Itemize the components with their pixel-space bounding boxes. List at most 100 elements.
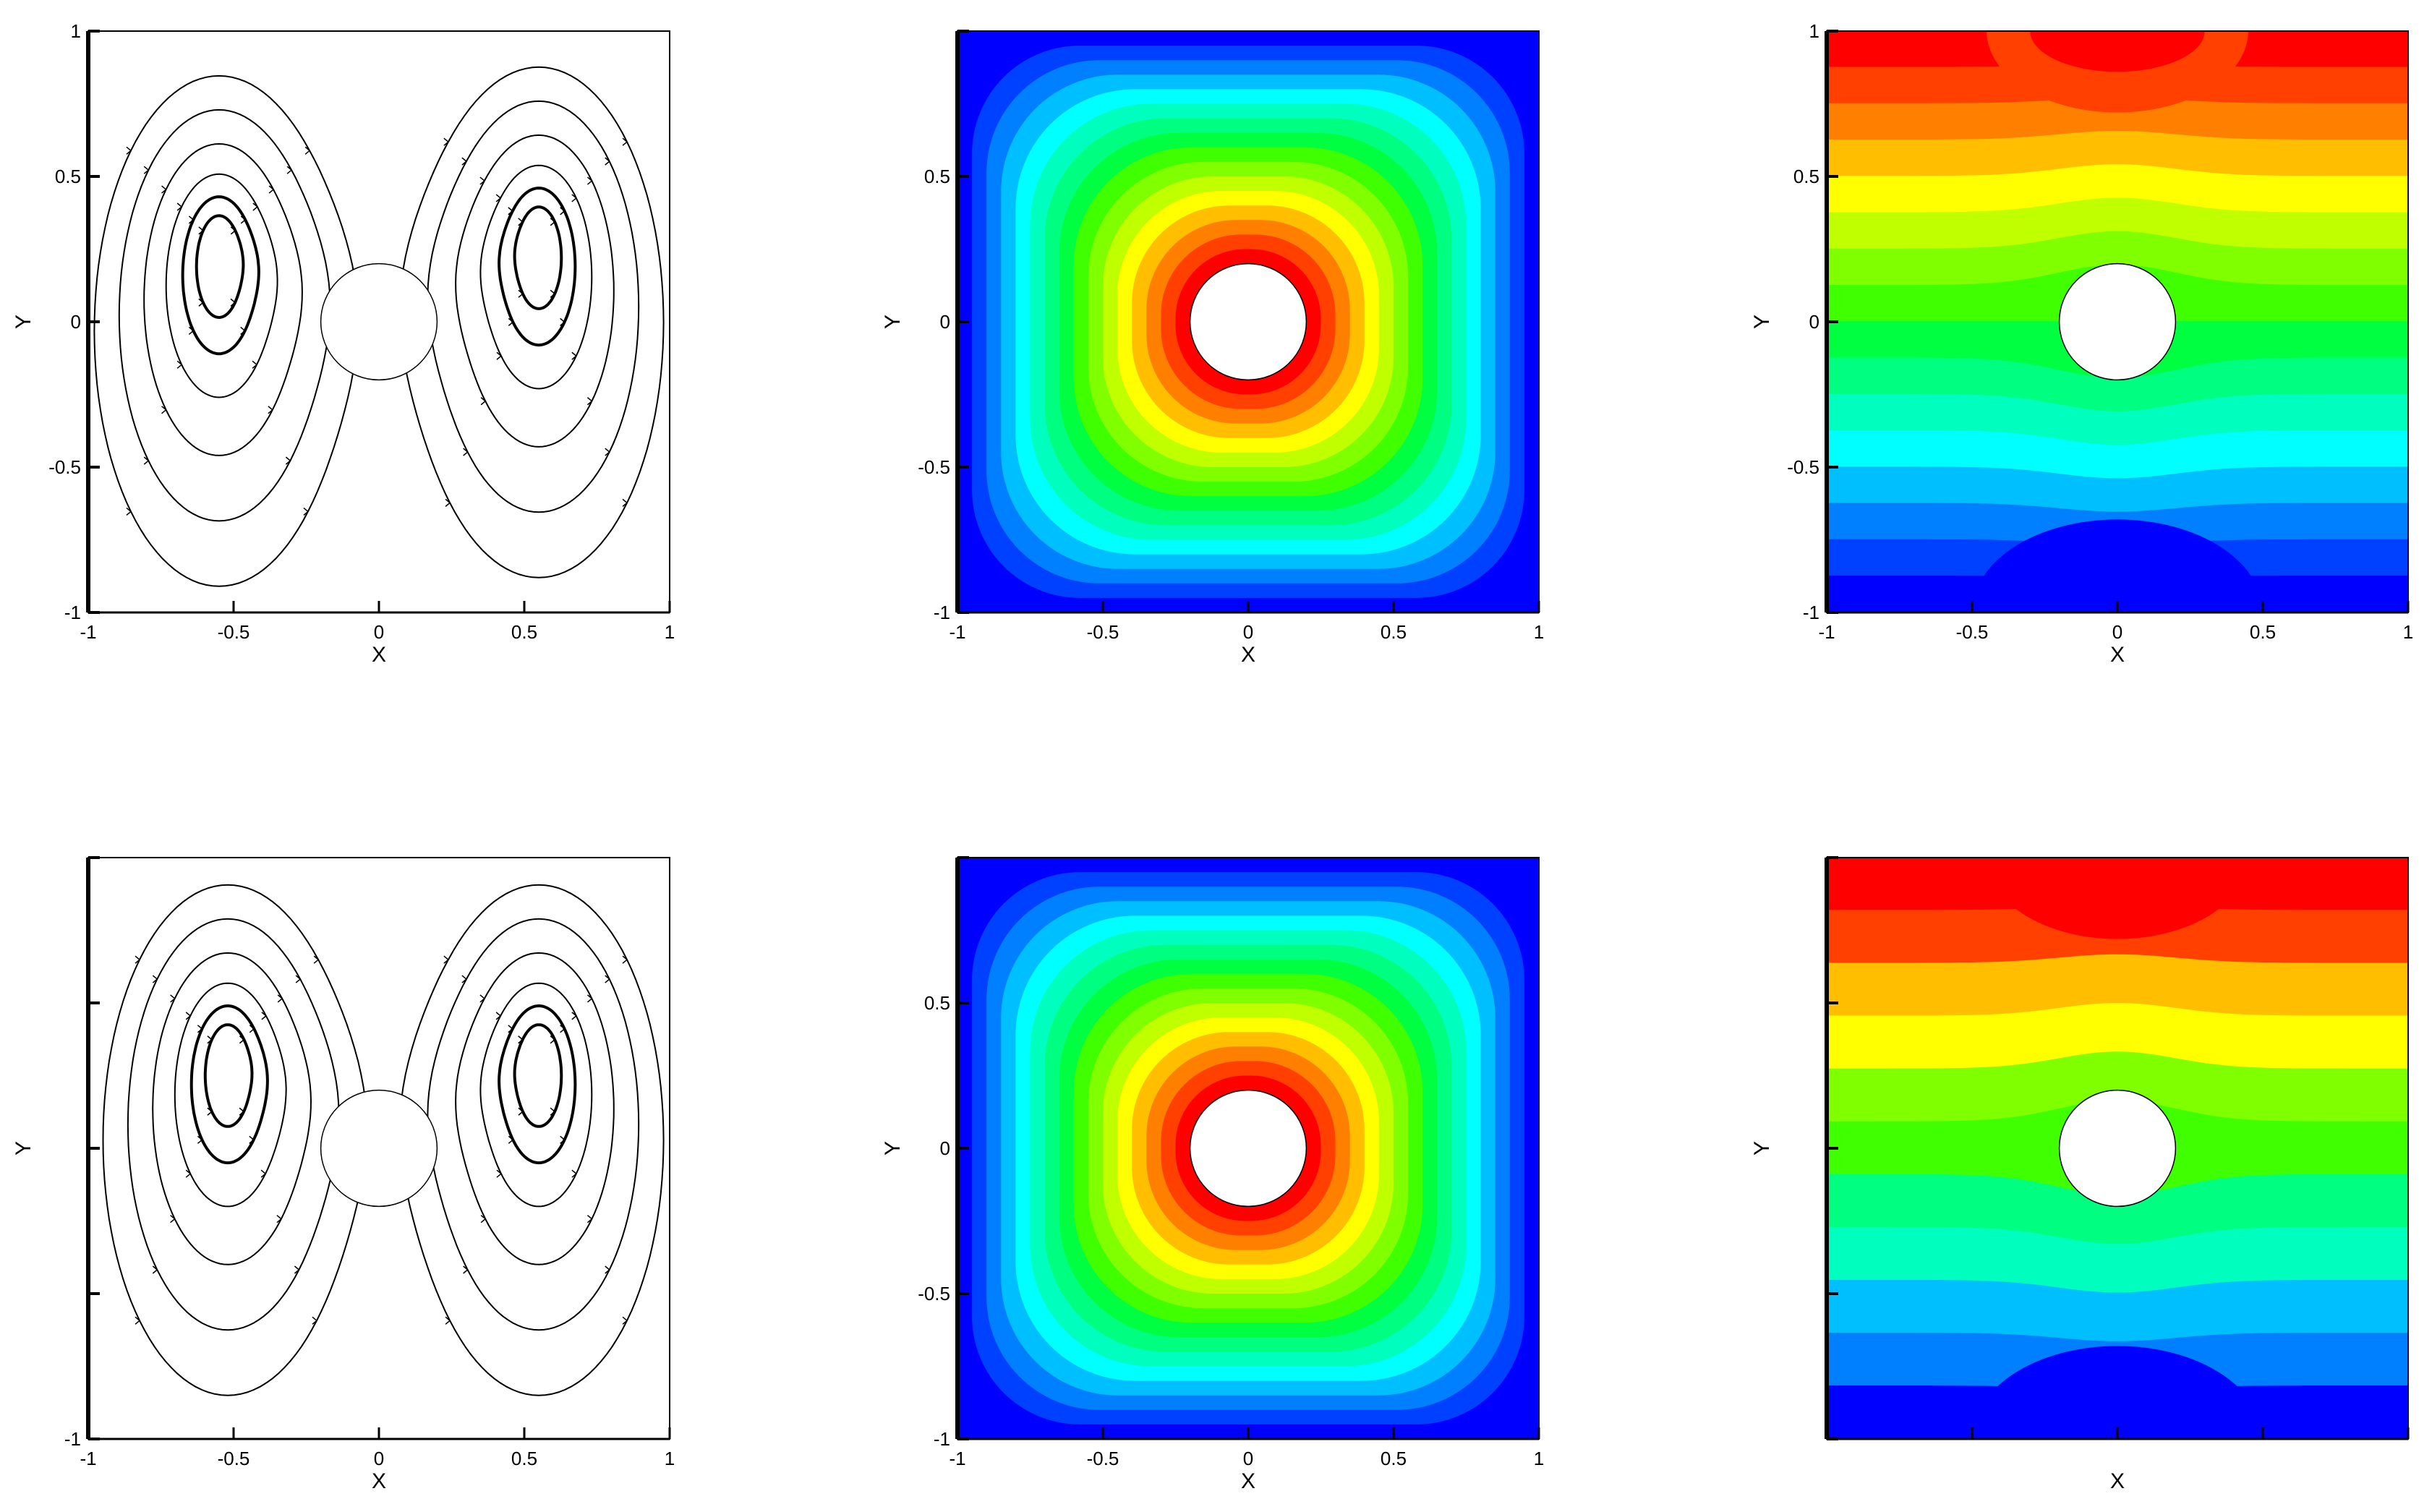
y-tick-label: 0 (940, 1137, 950, 1159)
x-tick-label: 1 (665, 621, 675, 643)
x-tick-label: -1 (80, 1448, 96, 1469)
streamline-arrow (550, 218, 556, 226)
x-tick-label: -1 (80, 621, 96, 643)
streamline-arrow (312, 1316, 318, 1325)
x-tick-label: -0.5 (218, 621, 250, 643)
streamline-arrow (461, 157, 468, 166)
x-tick-label: 0 (374, 621, 384, 643)
streamline (498, 1004, 577, 1165)
x-tick-label: -0.5 (1087, 621, 1119, 643)
y-tick-label: 0.5 (924, 992, 950, 1014)
streamline-arrow (185, 1169, 192, 1178)
streamline (498, 187, 577, 347)
streamline-arrow (550, 289, 556, 298)
cylinder (2058, 1089, 2177, 1208)
streamline-arrow (496, 1169, 503, 1178)
x-tick-label: 0.5 (511, 1448, 537, 1469)
streamline (127, 918, 340, 1331)
contour-band (2030, 565, 2205, 612)
streamline-arrow (249, 1025, 255, 1033)
streamline (152, 952, 312, 1265)
streamline-arrow (252, 202, 259, 211)
panel-top-streamlines: -1-1 -0.5 -0.5 0 0 0.5 0.5 1 1 X Y (12, 20, 675, 667)
streamline-arrow (135, 955, 141, 964)
streamline-arrow (508, 1025, 513, 1033)
streamline-arrow (268, 406, 274, 414)
y-tick-label: 0.5 (1793, 166, 1819, 187)
streamline (479, 164, 593, 390)
streamline-arrow (176, 360, 183, 369)
streamline-arrow (170, 1215, 176, 1223)
streamline (455, 134, 615, 448)
streamline-arrow (571, 1012, 578, 1020)
streamline-arrow (249, 1135, 255, 1144)
streamline-arrow (571, 351, 578, 360)
streamline (143, 142, 303, 456)
streamline-arrow (152, 975, 158, 983)
x-tick-label: -0.5 (1956, 621, 1989, 643)
streamline-arrow (605, 448, 610, 456)
streamline-arrow (161, 185, 167, 194)
y-axis-title: Y (881, 315, 905, 329)
streamline-arrow (303, 507, 310, 516)
streamline-arrow (508, 207, 513, 215)
streamline-arrow (560, 1135, 566, 1144)
streamline-arrow (240, 215, 247, 224)
y-tick-label: -1 (64, 602, 81, 623)
streamline-arrow (176, 202, 183, 211)
streamline-arrow (508, 317, 514, 326)
streamline-arrow (518, 289, 524, 298)
x-axis-title: X (1241, 643, 1255, 667)
x-axis-title: X (2110, 643, 2125, 667)
streamline-arrow (152, 1265, 158, 1274)
x-tick-label: -1 (949, 621, 965, 643)
cylinder (1189, 1089, 1307, 1208)
streamline-arrow (261, 1012, 268, 1020)
streamline-arrow (252, 360, 258, 369)
y-tick-label: -0.5 (918, 1283, 950, 1304)
x-tick-label: 0 (1243, 1448, 1253, 1469)
streamline-arrow (586, 176, 593, 185)
streamline-arrow (313, 955, 320, 964)
streamline-arrow (230, 298, 236, 307)
y-tick-label: 1 (1809, 20, 1819, 42)
streamline-arrow (518, 218, 524, 226)
streamline (479, 982, 593, 1208)
y-axis-title: Y (12, 315, 35, 329)
y-tick-label: 0.5 (924, 166, 950, 187)
x-axis-title: X (372, 1469, 386, 1493)
y-tick-label: -1 (1803, 602, 1819, 623)
y-axis-title: Y (12, 1141, 35, 1156)
streamline-arrow (571, 1169, 578, 1178)
streamline-arrow (560, 317, 566, 326)
panel-bottom-vertical-field: XY (1750, 856, 2410, 1493)
streamline-arrow (508, 1135, 514, 1144)
streamline-arrow (197, 1135, 203, 1144)
streamline-arrow (560, 207, 566, 215)
streamline-arrow (443, 137, 450, 146)
streamline-arrow (461, 975, 468, 983)
y-tick-label: 0 (71, 311, 81, 333)
streamline (203, 1023, 254, 1128)
streamline-arrow (605, 1265, 610, 1274)
x-tick-label: 0.5 (1381, 1448, 1407, 1469)
streamline-arrow (188, 215, 195, 224)
streamline (165, 173, 278, 398)
cylinder (1189, 262, 1307, 381)
streamline-arrow (170, 994, 176, 1003)
streamline-arrow (605, 157, 610, 166)
x-tick-label: 1 (1534, 621, 1544, 643)
streamline-arrow (277, 994, 283, 1003)
y-tick-label: 0 (1809, 311, 1819, 333)
streamline-arrow (207, 1035, 213, 1044)
streamline (455, 952, 615, 1265)
x-axis-title: X (372, 643, 386, 667)
panel-bottom-temperature: -1-1 -0.5 -0.5 0 0 0.5 0.5 1 X Y (881, 856, 1544, 1493)
streamline (513, 1023, 563, 1128)
cylinder (320, 1089, 438, 1208)
x-axis-title: X (1241, 1469, 1255, 1493)
streamline-arrow (126, 146, 132, 155)
streamline (513, 205, 563, 310)
streamline-arrow (295, 975, 302, 983)
x-tick-label: 1 (665, 1448, 675, 1469)
